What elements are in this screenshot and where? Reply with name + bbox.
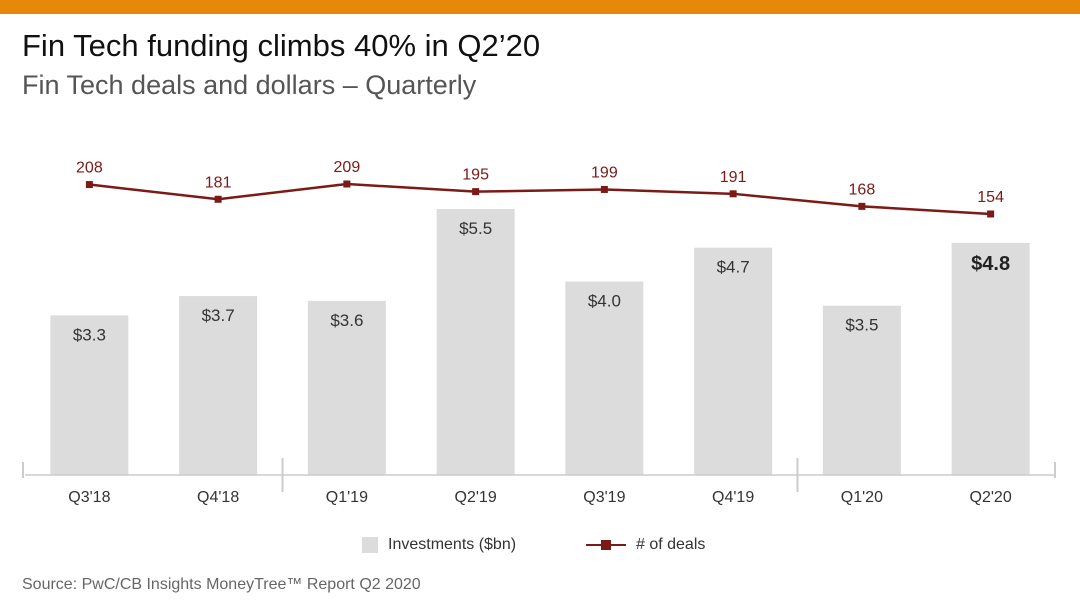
deal-point-Q3'19 <box>600 185 608 193</box>
bar-value-label: $4.0 <box>588 292 621 311</box>
deal-point-Q1'20 <box>858 202 866 210</box>
legend-label-investments: Investments ($bn) <box>388 536 517 553</box>
x-tick-label: Q1'20 <box>841 489 883 506</box>
x-tick-label: Q3'19 <box>583 489 625 506</box>
legend-label-deals: # of deals <box>636 536 706 553</box>
deal-point-Q2'19 <box>472 188 480 196</box>
x-tick-label: Q1'19 <box>326 489 368 506</box>
deal-point-Q2'20 <box>987 210 995 218</box>
bar-value-label: $3.6 <box>330 311 363 330</box>
deal-point-Q3'18 <box>85 181 93 189</box>
legend-item-deals: # of deals <box>586 536 705 554</box>
deal-value-label: 168 <box>849 181 876 198</box>
deal-value-label: 191 <box>720 169 747 186</box>
deal-value-label: 195 <box>462 167 489 184</box>
bar-value-label: $4.7 <box>717 258 750 277</box>
x-tick-label: Q3'18 <box>68 489 110 506</box>
deal-value-label: 209 <box>334 159 361 176</box>
chart-title: Fin Tech funding climbs 40% in Q2’20 <box>22 28 541 63</box>
deals-line <box>89 182 991 216</box>
x-tick-label: Q2'19 <box>455 489 497 506</box>
bar-Q3'18 <box>50 315 129 475</box>
deal-point-Q4'18 <box>214 195 222 203</box>
legend-item-investments: Investments ($bn) <box>362 536 516 554</box>
legend: Investments ($bn) # of deals <box>0 536 1080 556</box>
bar-Q4'18 <box>179 296 258 475</box>
x-tick-label: Q4'19 <box>712 489 754 506</box>
legend-swatch-investments <box>362 537 378 553</box>
x-tick-label: Q2'20 <box>970 489 1012 506</box>
top-accent-bar <box>0 0 1080 14</box>
bar-value-label: $4.8 <box>971 253 1010 275</box>
source-note: Source: PwC/CB Insights MoneyTree™ Repor… <box>22 576 421 593</box>
bar-Q4'19 <box>694 247 773 475</box>
bar-Q1'20 <box>822 305 901 475</box>
bar-value-label: $3.7 <box>202 306 235 325</box>
bar-value-label: $3.3 <box>73 325 106 344</box>
bar-value-label: $3.5 <box>845 316 878 335</box>
bar-Q2'20 <box>951 242 1030 475</box>
chart-svg: $3.3 $3.7 $3.6 $5.5 $4.0 $4.7 $3.5 $4.8 Q3'18 Q4'… <box>22 159 1056 506</box>
bar-Q1'19 <box>307 300 386 475</box>
deal-value-label: 181 <box>205 174 232 191</box>
deal-value-label: 208 <box>76 160 103 177</box>
bar-value-label: $5.5 <box>459 219 492 238</box>
bar-Q2'19 <box>436 209 515 475</box>
deal-value-label: 154 <box>977 189 1004 206</box>
chart-subtitle: Fin Tech deals and dollars – Quarterly <box>22 70 477 100</box>
x-tick-label: Q4'18 <box>197 489 239 506</box>
bar-Q3'19 <box>565 281 644 475</box>
deal-point-Q1'19 <box>343 180 351 188</box>
deal-value-label: 199 <box>591 164 618 181</box>
deal-point-Q4'19 <box>729 190 737 198</box>
legend-line-marker-deals <box>586 540 626 550</box>
